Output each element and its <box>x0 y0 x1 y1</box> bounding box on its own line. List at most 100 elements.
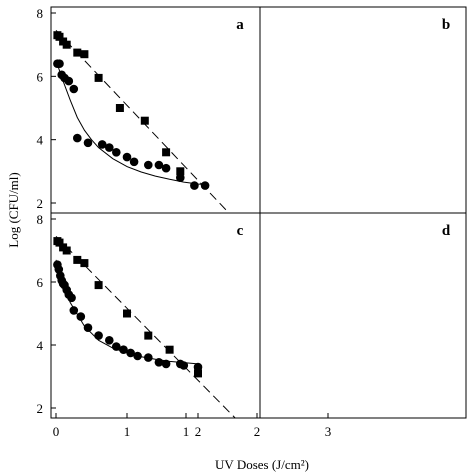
y-tick-label: 2 <box>37 401 44 416</box>
square-point <box>80 259 89 268</box>
square-point <box>165 345 174 354</box>
square-point <box>171 325 179 333</box>
circle-point <box>129 135 138 144</box>
fit-curve-solid <box>115 269 229 378</box>
square-point <box>171 148 179 156</box>
circle-point <box>179 361 189 370</box>
square-point <box>140 116 149 125</box>
panels-group: a b c d <box>50 6 467 419</box>
circle-point <box>129 157 139 167</box>
x-axis-label: UV Doses (J/cm²) <box>215 457 309 472</box>
circle-point <box>196 194 205 203</box>
circle-point <box>125 99 134 108</box>
square-point <box>161 128 169 136</box>
circle-point <box>105 336 114 345</box>
square-point <box>116 247 124 255</box>
circle-point <box>64 76 74 86</box>
square-point <box>55 32 64 41</box>
x-tick-label: 3 <box>325 424 332 439</box>
y-axis-label: Log (CFU/ml) <box>6 172 21 247</box>
circle-point <box>193 362 203 372</box>
circle-point <box>133 145 142 154</box>
circle-point <box>133 351 142 361</box>
square-point <box>115 39 123 47</box>
x-tick-label: 2 <box>195 424 202 439</box>
circle-point <box>69 84 79 94</box>
circle-point <box>132 333 141 342</box>
square-point <box>62 246 71 255</box>
circle-point <box>214 372 223 381</box>
circle-point <box>105 143 114 152</box>
circle-point <box>144 160 153 170</box>
square-point <box>132 269 140 277</box>
circle-point <box>112 59 121 68</box>
circle-point <box>119 85 128 94</box>
circle-point <box>114 271 123 280</box>
square-point <box>62 40 71 49</box>
panel-d: d <box>112 212 467 419</box>
square-point <box>123 309 131 318</box>
circle-point <box>122 152 132 162</box>
circle-point <box>144 353 153 362</box>
circle-point <box>176 173 185 182</box>
circle-point <box>112 342 121 351</box>
circle-point <box>168 183 177 192</box>
square-point <box>200 341 208 349</box>
square-point <box>182 324 190 332</box>
square-point <box>134 79 142 87</box>
fit-curve-solid <box>115 61 229 204</box>
circle-point <box>55 59 64 68</box>
panel-frame <box>50 6 261 214</box>
circle-point <box>94 331 103 340</box>
fit-curve-solid <box>55 60 206 186</box>
circle-point <box>182 188 191 197</box>
circle-point <box>83 138 93 148</box>
circle-point <box>161 359 171 369</box>
square-point <box>94 73 103 82</box>
y-tick-label: 6 <box>37 69 44 84</box>
square-point <box>225 365 233 373</box>
panel-letter-c: c <box>237 223 244 239</box>
fit-line-dashed <box>55 235 236 418</box>
y-tick-label: 4 <box>37 338 44 353</box>
circle-point <box>114 66 123 75</box>
x-tick-label: 2 <box>254 424 261 439</box>
circle-point <box>200 181 210 190</box>
panel-frame <box>259 6 467 214</box>
x-tick-label: 1 <box>124 424 131 439</box>
square-point <box>73 48 82 57</box>
square-point <box>117 47 125 55</box>
circle-point <box>143 342 152 351</box>
panel-a: a <box>50 6 261 214</box>
circle-point <box>97 140 107 149</box>
circle-point <box>83 323 93 333</box>
circle-point <box>117 78 126 87</box>
square-point <box>112 38 120 46</box>
circle-point <box>126 348 135 358</box>
circle-point <box>154 358 164 367</box>
square-point <box>123 53 131 61</box>
panel-frame <box>259 212 467 419</box>
panel-plot-area <box>53 30 230 213</box>
circle-point <box>67 293 76 303</box>
square-point <box>162 148 171 157</box>
panel-letter-d: d <box>442 223 451 239</box>
circle-point <box>162 180 171 189</box>
circle-point <box>73 133 82 143</box>
panel-letter-a: a <box>236 17 244 33</box>
circle-point <box>224 197 233 206</box>
circle-point <box>115 72 124 81</box>
square-point <box>73 255 82 264</box>
square-point <box>94 281 103 290</box>
y-tick-label: 6 <box>37 275 44 290</box>
square-point <box>80 50 89 59</box>
circle-point <box>69 306 79 315</box>
fit-line-dashed <box>55 30 230 213</box>
circle-point <box>112 270 121 279</box>
x-tick-label: 0 <box>53 424 60 439</box>
circle-point <box>203 371 212 380</box>
y-tick-label: 8 <box>37 6 44 21</box>
square-point <box>131 74 139 82</box>
square-point <box>55 238 64 247</box>
